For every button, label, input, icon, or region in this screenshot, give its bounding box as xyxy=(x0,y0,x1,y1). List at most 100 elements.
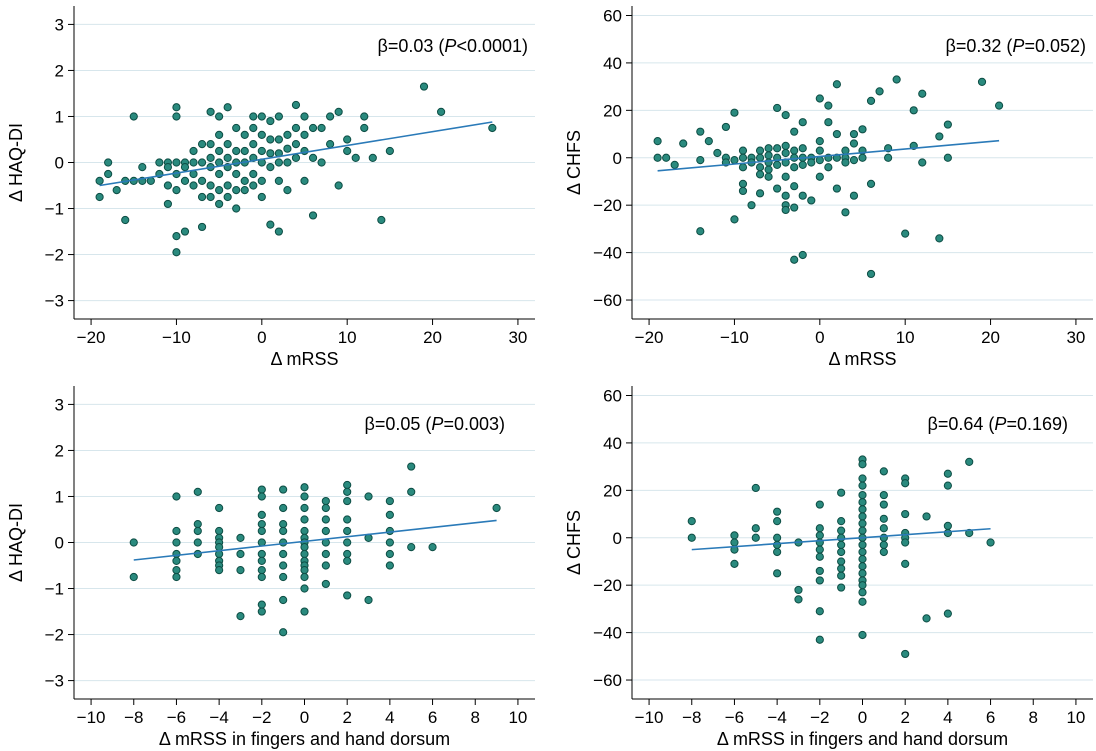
annotation-beta: β=0.32 ( xyxy=(946,36,1013,56)
data-point xyxy=(815,531,824,540)
data-point xyxy=(300,112,309,121)
data-point xyxy=(965,528,974,538)
data-point xyxy=(858,597,867,606)
data-point xyxy=(798,118,807,127)
data-point xyxy=(790,127,799,136)
x-tick-label: 20 xyxy=(981,328,1000,347)
data-point xyxy=(266,135,275,144)
data-point xyxy=(841,158,850,167)
data-point xyxy=(773,547,782,557)
data-point xyxy=(781,191,790,200)
x-axis-title: Δ mRSS xyxy=(828,349,896,369)
data-point xyxy=(849,191,859,200)
x-tick-label: 8 xyxy=(471,708,480,727)
data-point xyxy=(790,255,799,264)
data-point xyxy=(240,186,249,195)
data-point xyxy=(858,481,867,490)
data-point xyxy=(283,186,292,195)
data-point xyxy=(317,158,326,167)
data-point xyxy=(407,543,416,552)
data-point xyxy=(892,75,901,84)
data-point xyxy=(257,556,266,566)
data-point xyxy=(279,628,288,637)
data-point xyxy=(279,595,288,605)
data-point xyxy=(257,492,266,501)
y-tick-label: −1 xyxy=(45,200,64,219)
data-point xyxy=(738,146,748,155)
y-tick-label: 3 xyxy=(55,395,64,414)
data-point xyxy=(274,176,283,186)
data-point xyxy=(364,595,373,605)
data-point xyxy=(790,203,799,212)
data-point xyxy=(730,538,739,547)
data-point xyxy=(155,158,164,167)
y-tick-label: 0 xyxy=(55,534,64,553)
data-point xyxy=(206,192,215,202)
data-point xyxy=(360,112,369,121)
data-point xyxy=(206,139,215,149)
y-axis-title: Δ CHFS xyxy=(564,130,584,195)
data-point xyxy=(790,146,799,155)
data-point xyxy=(206,153,215,162)
data-point xyxy=(163,199,173,209)
data-point xyxy=(206,181,215,190)
data-point xyxy=(436,107,446,116)
data-point xyxy=(279,549,288,559)
data-point xyxy=(300,130,309,139)
data-point xyxy=(279,538,288,547)
data-point xyxy=(274,227,283,236)
data-point xyxy=(351,153,360,162)
data-point xyxy=(764,144,773,153)
data-point xyxy=(343,538,352,547)
data-point xyxy=(866,179,876,188)
data-point xyxy=(249,181,258,190)
data-point xyxy=(249,139,258,149)
x-tick-label: −4 xyxy=(767,708,786,727)
x-tick-label: 30 xyxy=(1066,328,1085,347)
data-point xyxy=(687,533,696,542)
data-point xyxy=(172,566,181,575)
y-tick-label: −2 xyxy=(45,626,64,645)
y-tick-label: 20 xyxy=(603,481,622,500)
data-point xyxy=(790,182,799,191)
data-point xyxy=(249,123,258,133)
data-point xyxy=(884,153,893,162)
data-point xyxy=(257,519,266,529)
data-point xyxy=(95,176,104,186)
x-tick-label: −8 xyxy=(124,708,143,727)
data-point xyxy=(283,158,292,167)
data-point xyxy=(730,559,739,568)
data-point xyxy=(837,533,846,542)
data-point xyxy=(215,130,224,139)
data-point xyxy=(232,186,241,195)
x-tick-label: 10 xyxy=(508,708,527,727)
data-point xyxy=(279,572,288,582)
data-point xyxy=(300,584,309,593)
data-point xyxy=(257,192,266,202)
data-point xyxy=(300,572,309,582)
data-point xyxy=(385,510,394,519)
data-point xyxy=(364,492,373,501)
data-point xyxy=(279,485,288,494)
x-tick-label: 0 xyxy=(815,328,824,347)
data-point xyxy=(696,156,705,165)
data-point xyxy=(781,172,790,181)
data-point xyxy=(488,123,497,133)
data-point xyxy=(321,515,330,524)
data-point xyxy=(129,538,138,547)
data-point xyxy=(163,181,173,190)
data-point xyxy=(815,576,824,585)
data-point xyxy=(223,103,232,112)
data-point xyxy=(730,215,739,224)
data-point xyxy=(738,179,748,188)
regression-annotation: β=0.03 (P<0.0001) xyxy=(378,36,528,56)
data-point xyxy=(858,505,867,514)
panel-chfs-mrss: −60 −40 −20 0 20 40 60 −20 −10 0 10 20 30 Δ mRSS Δ CHF… xyxy=(564,6,1093,369)
data-point xyxy=(300,543,309,552)
data-point xyxy=(300,607,309,616)
x-tick-label: 6 xyxy=(986,708,995,727)
data-point xyxy=(798,160,807,169)
y-tick-label: 1 xyxy=(55,107,64,126)
data-point xyxy=(773,569,782,578)
